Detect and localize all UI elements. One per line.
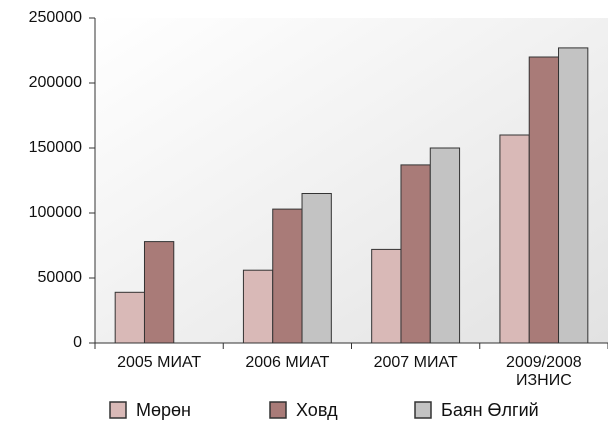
bar bbox=[528, 56, 560, 344]
legend-swatch bbox=[414, 401, 432, 419]
bar bbox=[272, 208, 303, 344]
bar bbox=[400, 164, 431, 344]
y-tick-label: 100000 bbox=[29, 204, 82, 221]
x-tick-label: 2006 МИАТ bbox=[245, 354, 329, 371]
bar bbox=[143, 241, 175, 344]
y-tick-label: 0 bbox=[73, 334, 82, 351]
y-tick-label: 200000 bbox=[29, 74, 82, 91]
x-tick-label: 2009/2008 ИЗНИС bbox=[506, 354, 582, 389]
legend-label: Мөрөн bbox=[136, 400, 191, 420]
bar bbox=[499, 134, 530, 344]
bar bbox=[242, 269, 274, 344]
y-tick-label: 250000 bbox=[29, 9, 82, 26]
legend-swatch bbox=[269, 401, 287, 419]
y-tick-label: 150000 bbox=[29, 139, 82, 156]
bar bbox=[429, 147, 461, 344]
bar bbox=[301, 193, 332, 344]
bar bbox=[371, 248, 402, 344]
bar bbox=[114, 291, 145, 344]
y-tick-label: 50000 bbox=[38, 269, 83, 286]
x-tick-label: 2005 МИАТ bbox=[117, 354, 201, 371]
legend-swatch bbox=[109, 401, 127, 419]
x-tick-label: 2007 МИАТ bbox=[374, 354, 458, 371]
bar bbox=[558, 47, 589, 344]
legend-label: Ховд bbox=[296, 400, 338, 420]
legend-label: Баян Өлгий bbox=[441, 400, 539, 420]
